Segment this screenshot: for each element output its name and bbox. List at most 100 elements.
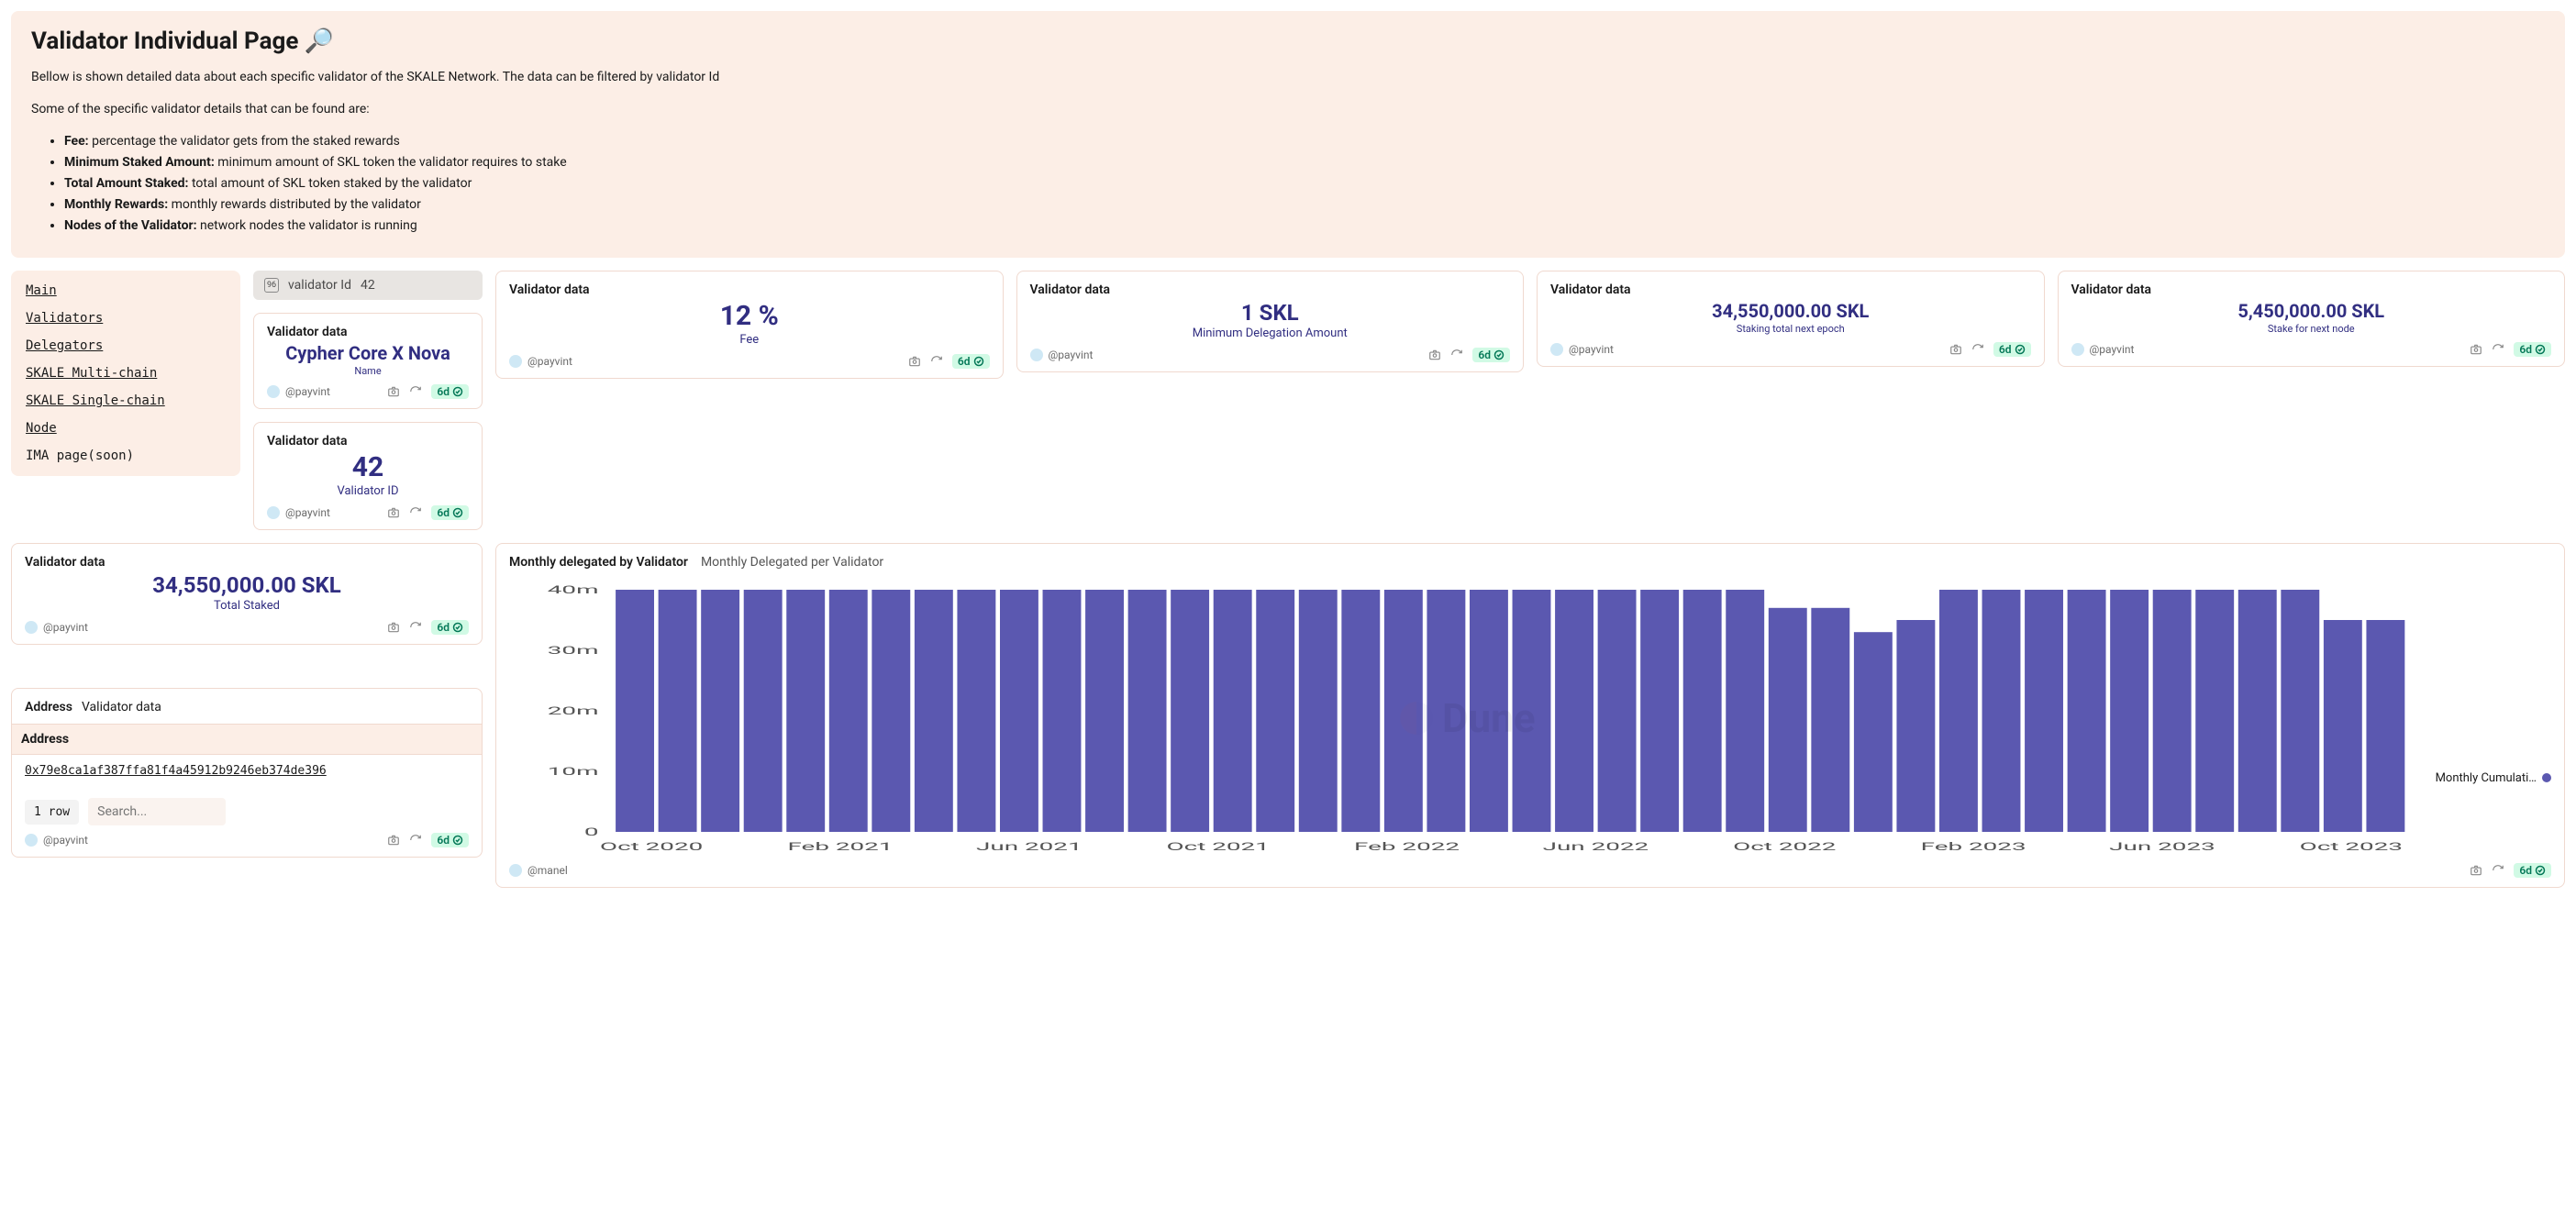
card-validator-id: Validator data 42 Validator ID @payvint6… [253, 422, 483, 530]
page-title: Validator Individual Page 🔎 [31, 28, 2545, 55]
svg-text:Feb 2023: Feb 2023 [1921, 840, 2026, 853]
card-title: Validator data [267, 325, 469, 339]
card-monthly-delegated-chart: Monthly delegated by Validator Monthly D… [495, 543, 2565, 888]
card-title: Validator data [267, 434, 469, 448]
author-handle[interactable]: @payvint [527, 355, 572, 368]
refresh-icon[interactable] [930, 355, 943, 368]
age-badge: 6d [1472, 348, 1510, 362]
camera-icon[interactable] [1428, 349, 1441, 361]
refresh-icon[interactable] [409, 834, 422, 847]
sidebar-nav: Main Validators Delegators SKALE Multi-chai… [11, 271, 240, 476]
sidebar-item[interactable]: SKALE Single-chain [26, 393, 226, 408]
chart-legend-label: Monthly Cumulati… [2436, 771, 2537, 785]
sidebar-item[interactable]: SKALE Multi-chain [26, 366, 226, 381]
svg-text:10m: 10m [548, 765, 599, 778]
card-min-delegation: Validator data 1 SKL Minimum Delegation … [1016, 271, 1525, 372]
author-avatar-icon [25, 621, 38, 634]
svg-text:Feb 2021: Feb 2021 [787, 840, 893, 853]
card-title: Validator data [2071, 282, 2552, 297]
camera-icon[interactable] [1949, 343, 1962, 356]
refresh-icon[interactable] [1971, 343, 1984, 356]
age-badge: 6d [1993, 342, 2031, 357]
sidebar-item[interactable]: Main [26, 283, 226, 298]
sidebar-item[interactable]: Delegators [26, 338, 226, 353]
author-avatar-icon [509, 355, 522, 368]
age-badge: 6d [2514, 863, 2551, 878]
stake-next-sub: Staking total next epoch [1737, 323, 1845, 335]
card-title: Validator data [1030, 282, 1511, 297]
refresh-icon[interactable] [409, 621, 422, 634]
svg-text:0: 0 [584, 825, 599, 838]
sidebar-item: IMA page(soon) [26, 448, 226, 463]
fee-sub: Fee [739, 333, 759, 347]
header-bullet: Total Amount Staked: total amount of SKL… [64, 174, 2545, 194]
header-panel: Validator Individual Page 🔎 Bellow is sh… [11, 11, 2565, 258]
camera-icon[interactable] [387, 834, 400, 847]
chart-legend: Monthly Cumulati… [2436, 581, 2551, 856]
author-handle[interactable]: @payvint [43, 834, 88, 847]
total-staked-sub: Total Staked [214, 599, 280, 613]
filter-bar[interactable]: 96 validator Id 42 [253, 271, 483, 300]
author-handle[interactable]: @payvint [43, 621, 88, 634]
camera-icon[interactable] [2470, 343, 2482, 356]
header-intro: Bellow is shown detailed data about each… [31, 68, 2545, 87]
age-badge: 6d [2514, 342, 2551, 357]
header-bullet: Fee: percentage the validator gets from … [64, 132, 2545, 151]
card-title: Validator data [509, 282, 990, 297]
author-avatar-icon [25, 834, 38, 847]
author-handle[interactable]: @payvint [285, 385, 330, 398]
stake-next-node-value: 5,450,000.00 SKL [2237, 301, 2384, 321]
author-avatar-icon [509, 864, 522, 877]
camera-icon[interactable] [387, 621, 400, 634]
author-avatar-icon [267, 506, 280, 519]
address-search-input[interactable] [88, 798, 226, 825]
header-bullet: Nodes of the Validator: network nodes th… [64, 216, 2545, 236]
card-total-staked: Validator data 34,550,000.00 SKL Total S… [11, 543, 483, 645]
sidebar-item[interactable]: Validators [26, 311, 226, 326]
camera-icon[interactable] [387, 385, 400, 398]
author-handle[interactable]: @payvint [285, 506, 330, 519]
camera-icon[interactable] [2470, 864, 2482, 877]
legend-dot-icon [2542, 773, 2551, 782]
author-handle[interactable]: @payvint [1569, 343, 1614, 356]
author-handle[interactable]: @manel [527, 864, 568, 877]
address-link[interactable]: 0x79e8ca1af387ffa81f4a45912b9246eb374de3… [25, 755, 469, 787]
card-stake-next-epoch: Validator data 34,550,000.00 SKL Staking… [1537, 271, 2045, 367]
fee-value: 12 % [720, 301, 779, 331]
filter-icon: 96 [264, 278, 279, 293]
camera-icon[interactable] [908, 355, 921, 368]
svg-text:Oct 2022: Oct 2022 [1733, 840, 1836, 853]
header-bullet: Monthly Rewards: monthly rewards distrib… [64, 195, 2545, 215]
author-handle[interactable]: @payvint [2090, 343, 2135, 356]
svg-text:40m: 40m [548, 583, 599, 596]
refresh-icon[interactable] [409, 385, 422, 398]
header-intro-2: Some of the specific validator details t… [31, 100, 2545, 119]
age-badge: 6d [431, 384, 469, 399]
author-avatar-icon [2071, 343, 2084, 356]
age-badge: 6d [952, 354, 990, 369]
camera-icon[interactable] [387, 506, 400, 519]
refresh-icon[interactable] [2492, 864, 2504, 877]
chart-area[interactable]: 010m20m30m40mOct 2020Feb 2021Jun 2021Oct… [509, 581, 2426, 856]
sidebar-item[interactable]: Node [26, 421, 226, 436]
min-delegation-sub: Minimum Delegation Amount [1193, 327, 1348, 340]
chart-title: Monthly delegated by Validator [509, 555, 688, 570]
svg-text:20m: 20m [548, 704, 599, 717]
svg-text:Jun 2021: Jun 2021 [976, 840, 1083, 853]
card-validator-name: Validator data Cypher Core X Nova Name @… [253, 313, 483, 409]
header-bullet: Minimum Staked Amount: minimum amount of… [64, 153, 2545, 172]
svg-text:Jun 2023: Jun 2023 [2109, 840, 2215, 853]
stake-next-value: 34,550,000.00 SKL [1712, 301, 1869, 321]
min-delegation-value: 1 SKL [1241, 301, 1299, 325]
refresh-icon[interactable] [1450, 349, 1463, 361]
validator-id-value: 42 [352, 452, 383, 482]
svg-text:Feb 2022: Feb 2022 [1354, 840, 1460, 853]
filter-value: 42 [361, 278, 375, 293]
svg-text:Jun 2022: Jun 2022 [1543, 840, 1649, 853]
refresh-icon[interactable] [409, 506, 422, 519]
header-bullets: Fee: percentage the validator gets from … [31, 132, 2545, 236]
refresh-icon[interactable] [2492, 343, 2504, 356]
author-handle[interactable]: @payvint [1049, 349, 1094, 361]
validator-id-sub: Validator ID [337, 484, 398, 498]
total-staked-value: 34,550,000.00 SKL [152, 573, 340, 597]
